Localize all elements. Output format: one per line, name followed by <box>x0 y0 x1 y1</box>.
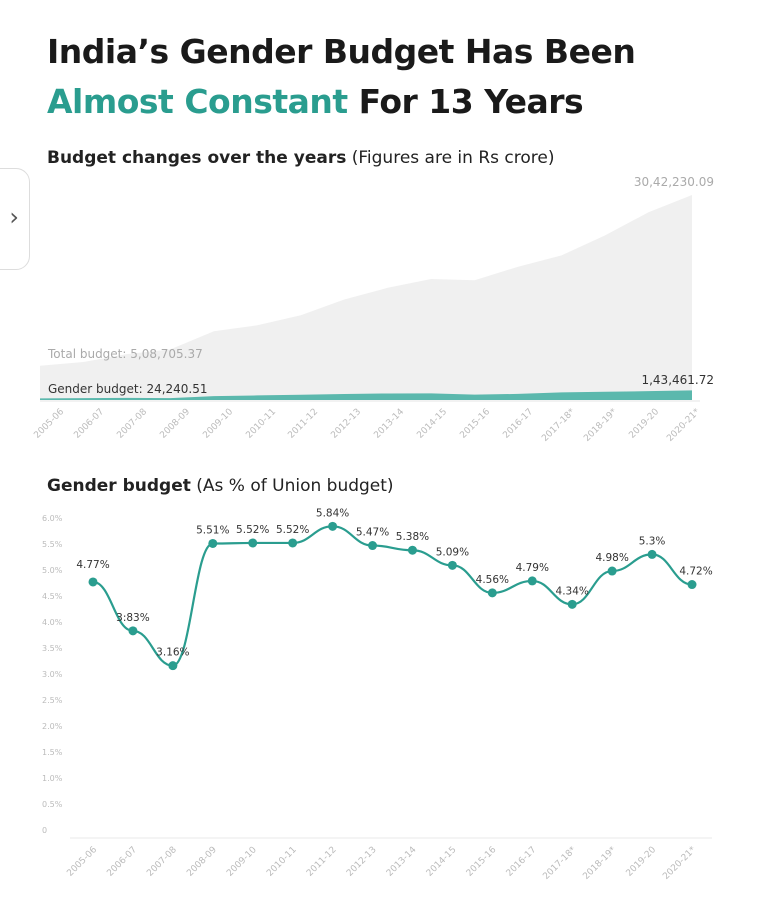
data-label: 3.16% <box>156 647 189 659</box>
x-tick-label: 2006-07 <box>105 845 139 879</box>
gender-end-label: 1,43,461.72 <box>641 373 714 387</box>
x-tick-label: 2020-21* <box>661 845 698 882</box>
x-tick-label: 2007-08 <box>115 407 149 441</box>
data-point <box>288 538 298 548</box>
x-tick-label: 2012-13 <box>329 407 363 441</box>
x-tick-label: 2017-18* <box>541 845 578 882</box>
total-end-label: 30,42,230.09 <box>634 175 714 189</box>
data-label: 5.09% <box>436 546 469 558</box>
x-tick-label: 2010-11 <box>244 407 278 441</box>
data-point <box>447 560 457 570</box>
x-tick-label: 2011-12 <box>305 845 339 879</box>
data-label: 4.72% <box>679 566 712 578</box>
x-tick-label: 2013-14 <box>385 845 419 879</box>
x-tick-label: 2013-14 <box>372 407 406 441</box>
y-tick-label: 0 <box>42 826 47 835</box>
data-point <box>687 580 697 590</box>
data-label: 4.79% <box>516 562 549 574</box>
x-tick-label: 2019-20 <box>627 407 661 441</box>
y-tick-label: 2.0% <box>42 722 63 731</box>
data-point <box>607 566 617 576</box>
data-point <box>168 661 178 671</box>
data-label: 4.98% <box>595 552 628 564</box>
y-tick-label: 0.5% <box>42 800 63 809</box>
area-chart-subtitle: (Figures are in Rs crore) <box>351 148 555 168</box>
total-start-label: Total budget: 5,08,705.37 <box>47 347 203 361</box>
x-tick-label: 2005-06 <box>32 407 66 441</box>
x-tick-label: 2015-16 <box>458 407 492 441</box>
x-tick-label: 2019-20 <box>625 845 659 879</box>
y-tick-label: 3.5% <box>42 644 63 653</box>
x-tick-label: 2016-17 <box>505 845 539 879</box>
y-tick-label: 4.5% <box>42 592 63 601</box>
x-tick-label: 2012-13 <box>345 845 379 879</box>
total-budget-area <box>40 195 692 400</box>
title-rest: For 13 Years <box>347 82 584 121</box>
data-point <box>407 545 417 555</box>
data-label: 5.38% <box>396 531 429 543</box>
data-point <box>567 599 577 609</box>
title-line-1: India’s Gender Budget Has Been <box>47 32 636 71</box>
y-tick-label: 2.5% <box>42 696 63 705</box>
side-panel-toggle[interactable]: › <box>0 168 30 270</box>
x-tick-label: 2016-17 <box>501 407 535 441</box>
data-label: 5.51% <box>196 524 229 536</box>
data-point <box>88 577 98 587</box>
data-point <box>647 549 657 559</box>
x-tick-label: 2015-16 <box>465 845 499 879</box>
data-point <box>248 538 258 548</box>
gender-budget-area <box>40 390 692 400</box>
gender-start-label: Gender budget: 24,240.51 <box>48 382 208 396</box>
y-tick-label: 5.0% <box>42 566 63 575</box>
x-tick-label: 2008-09 <box>185 845 219 879</box>
x-tick-label: 2009-10 <box>201 407 235 441</box>
y-tick-label: 5.5% <box>42 540 63 549</box>
x-tick-label: 2014-15 <box>415 407 449 441</box>
data-point <box>128 626 138 636</box>
data-point <box>328 521 338 531</box>
area-chart: 30,42,230.09 Total budget: 5,08,705.37 G… <box>32 175 714 444</box>
x-tick-label: 2007-08 <box>145 845 179 879</box>
data-label: 4.56% <box>476 574 509 586</box>
data-label: 4.77% <box>76 559 109 571</box>
data-label: 5.52% <box>276 524 309 536</box>
x-tick-label: 2011-12 <box>286 407 320 441</box>
data-label: 5.47% <box>356 527 389 539</box>
line-chart-subtitle: (As % of Union budget) <box>196 476 394 496</box>
data-label: 5.52% <box>236 524 269 536</box>
data-point <box>527 576 537 586</box>
y-tick-label: 6.0% <box>42 514 63 523</box>
x-tick-label: 2008-09 <box>158 407 192 441</box>
line-chart-title: Gender budget <box>47 476 191 496</box>
title-line-2: Almost Constant For 13 Years <box>47 82 584 121</box>
x-tick-label: 2018-19* <box>581 845 618 882</box>
series-line <box>92 525 693 667</box>
data-point <box>368 541 378 551</box>
y-tick-label: 4.0% <box>42 618 63 627</box>
chevron-right-icon: › <box>9 203 19 231</box>
data-label: 4.34% <box>556 585 589 597</box>
y-tick-label: 1.5% <box>42 748 63 757</box>
data-label: 5.3% <box>639 535 666 547</box>
x-tick-label: 2018-19* <box>582 407 619 444</box>
x-tick-label: 2017-18* <box>540 407 577 444</box>
x-tick-label: 2009-10 <box>225 845 259 879</box>
x-tick-label: 2006-07 <box>72 407 106 441</box>
x-tick-label: 2020-21* <box>665 407 702 444</box>
data-label: 5.84% <box>316 507 349 519</box>
x-tick-label: 2014-15 <box>425 845 459 879</box>
y-tick-label: 3.0% <box>42 670 63 679</box>
title-highlight: Almost Constant <box>47 82 348 121</box>
data-point <box>487 588 497 598</box>
area-chart-title: Budget changes over the years <box>47 148 347 168</box>
data-label: 3:83% <box>116 612 150 624</box>
x-tick-label: 2010-11 <box>265 845 299 879</box>
data-point <box>208 538 218 548</box>
x-tick-label: 2005-06 <box>65 845 99 879</box>
area-chart-heading: Budget changes over the years (Figures a… <box>47 148 554 168</box>
y-tick-label: 1.0% <box>42 774 63 783</box>
line-chart-heading: Gender budget (As % of Union budget) <box>47 476 394 496</box>
